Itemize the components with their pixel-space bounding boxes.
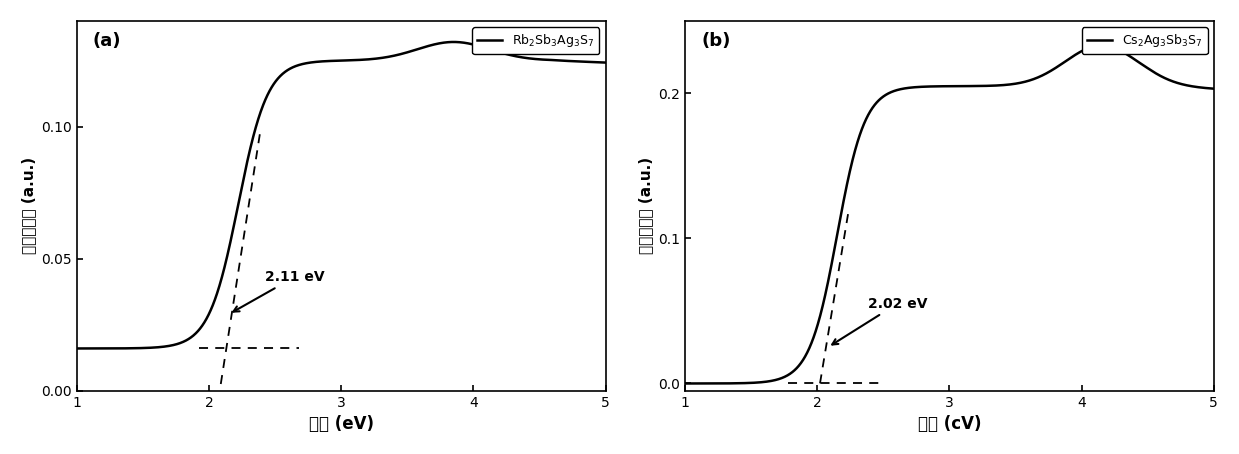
Legend: Cs$_2$Ag$_3$Sb$_3$S$_7$: Cs$_2$Ag$_3$Sb$_3$S$_7$: [1082, 27, 1208, 54]
Y-axis label: 吸收散射比 (a.u.): 吸收散射比 (a.u.): [21, 157, 36, 254]
X-axis label: 带隙 (eV): 带隙 (eV): [309, 415, 374, 433]
Text: 2.11 eV: 2.11 eV: [233, 270, 325, 311]
Text: 2.02 eV: 2.02 eV: [833, 297, 927, 345]
Legend: Rb$_2$Sb$_3$Ag$_3$S$_7$: Rb$_2$Sb$_3$Ag$_3$S$_7$: [472, 27, 600, 54]
Text: (a): (a): [93, 32, 121, 50]
Text: (b): (b): [701, 32, 731, 50]
Y-axis label: 吸收散射比 (a.u.): 吸收散射比 (a.u.): [638, 157, 653, 254]
X-axis label: 带隙 (cV): 带隙 (cV): [918, 415, 981, 433]
